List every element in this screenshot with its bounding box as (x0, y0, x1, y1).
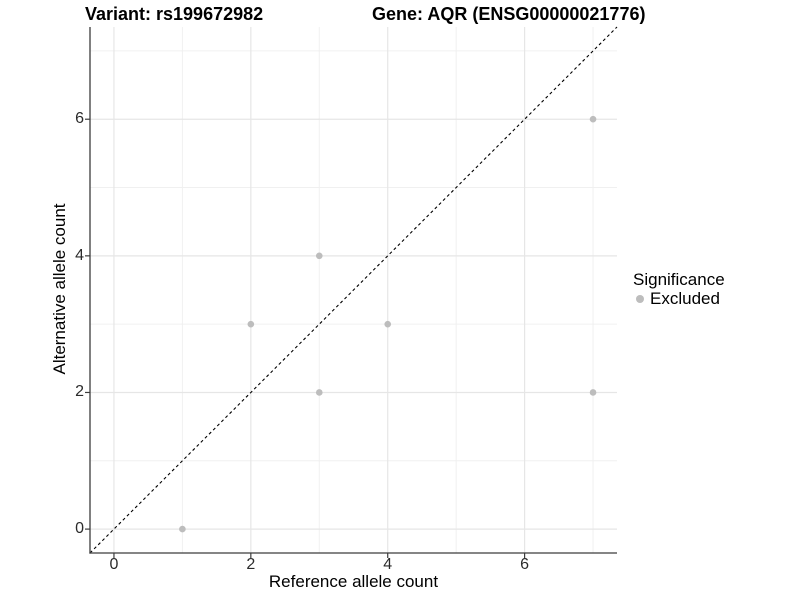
gene-title: Gene: AQR (ENSG00000021776) (372, 4, 646, 24)
data-point (589, 389, 597, 396)
x-tick-label: 6 (520, 556, 530, 573)
data-point (589, 115, 597, 123)
identity-dashed-line (89, 26, 618, 554)
y-axis-title: Alternative allele count (50, 203, 69, 375)
variant-title: Variant: rs199672982 (85, 4, 264, 24)
data-point (315, 252, 323, 260)
y-tick-label: 4 (75, 246, 84, 264)
legend-item-label: Excluded (650, 289, 720, 308)
legend-item-excluded: Excluded (636, 290, 725, 308)
legend-point-icon (636, 295, 644, 303)
x-tick-label: 0 (109, 556, 119, 573)
x-tick-label: 4 (383, 556, 393, 573)
legend: Significance Excluded (633, 270, 725, 308)
data-point (179, 525, 186, 533)
data-point (384, 320, 392, 328)
x-tick-label: 2 (246, 556, 256, 573)
x-axis-title: Reference allele count (268, 572, 439, 591)
y-tick-label: 2 (75, 383, 84, 401)
data-point (247, 320, 255, 328)
y-tick-label: 0 (75, 520, 84, 538)
data-point (315, 389, 323, 396)
y-tick-label: 6 (75, 110, 84, 128)
legend-title: Significance (633, 270, 725, 289)
